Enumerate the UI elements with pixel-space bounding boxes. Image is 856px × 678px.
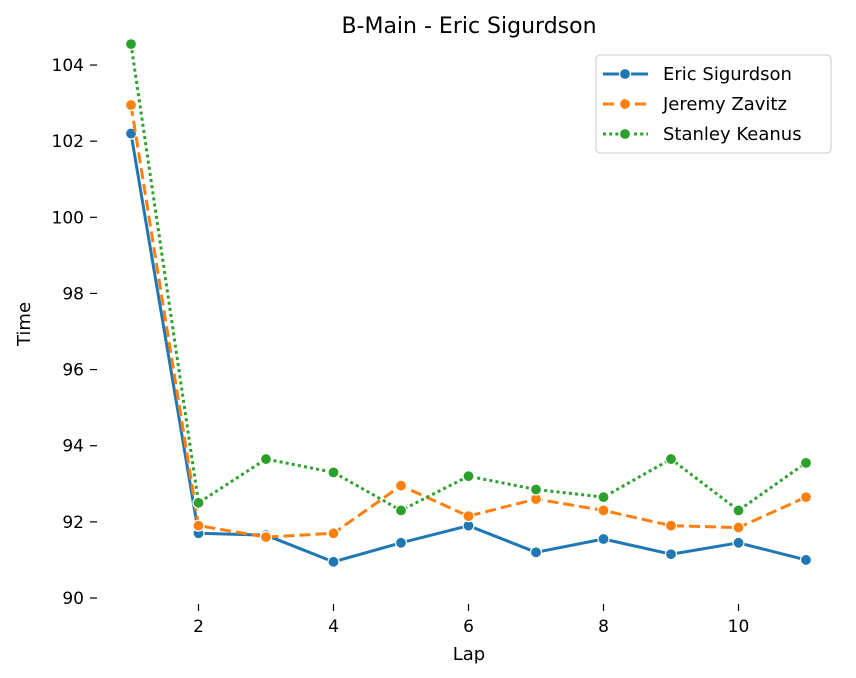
legend-swatch-marker: [618, 127, 632, 141]
y-tick-label: 100: [52, 208, 84, 228]
data-point: [394, 536, 408, 549]
y-tick-label: 102: [52, 132, 84, 152]
data-point: [529, 546, 543, 559]
y-tick-label: 98: [62, 284, 84, 304]
y-tick-label: 104: [52, 56, 84, 76]
series-stanley-keanus: [124, 37, 813, 517]
data-point: [327, 555, 340, 568]
legend-item: Stanley Keanus: [603, 124, 802, 145]
y-axis: 90 92 94 96 98 100 102 104: [52, 56, 97, 609]
data-point: [732, 521, 745, 534]
legend-item: Jeremy Zavitz: [603, 94, 787, 115]
data-point: [597, 504, 610, 517]
x-tick-label: 10: [728, 617, 750, 637]
data-point: [799, 456, 813, 469]
legend: Eric Sigurdson Jeremy Zavitz Stanley Keanu…: [595, 54, 832, 154]
series-jeremy-zavitz: [124, 98, 813, 544]
data-point: [664, 519, 678, 532]
data-point: [732, 536, 745, 549]
data-point: [732, 504, 745, 517]
x-tick-label: 2: [193, 617, 204, 637]
x-axis: 2 4 6 8 10: [193, 604, 749, 637]
data-point: [462, 470, 475, 483]
data-point: [192, 519, 205, 532]
legend-swatch-marker: [618, 97, 632, 111]
y-tick-label: 94: [62, 437, 84, 457]
data-point: [462, 510, 475, 523]
data-point: [664, 548, 678, 561]
data-point: [124, 98, 138, 112]
legend-label: Jeremy Zavitz: [662, 94, 787, 115]
data-point: [259, 530, 273, 544]
y-tick-label: 90: [62, 589, 84, 609]
legend-swatch-marker: [618, 67, 632, 81]
series-layer: [124, 37, 813, 568]
data-point: [597, 491, 610, 504]
data-point: [529, 483, 543, 496]
data-point: [259, 452, 273, 466]
data-point: [327, 466, 340, 479]
legend-label: Stanley Keanus: [663, 124, 802, 145]
y-axis-label: Time: [14, 302, 35, 347]
series-line: [129, 104, 807, 539]
series-eric-sigurdson: [124, 127, 813, 568]
legend-label: Eric Sigurdson: [663, 64, 792, 85]
series-line: [129, 43, 807, 512]
y-tick-label: 92: [62, 513, 84, 533]
y-tick-label: 96: [62, 361, 84, 381]
x-tick-label: 8: [598, 617, 609, 637]
series-line: [129, 133, 807, 564]
chart-title: B-Main - Eric Sigurdson: [341, 14, 596, 39]
data-point: [799, 491, 813, 504]
data-point: [394, 479, 408, 492]
data-point: [327, 527, 340, 540]
data-point: [597, 532, 610, 546]
data-point: [124, 37, 138, 51]
x-tick-label: 6: [463, 617, 474, 637]
data-point: [664, 452, 678, 466]
data-point: [799, 553, 813, 567]
legend-frame: [595, 54, 832, 154]
x-tick-label: 4: [328, 617, 339, 637]
legend-item: Eric Sigurdson: [603, 64, 792, 85]
data-point: [192, 496, 205, 509]
x-axis-label: Lap: [453, 644, 485, 665]
data-point: [394, 504, 408, 517]
